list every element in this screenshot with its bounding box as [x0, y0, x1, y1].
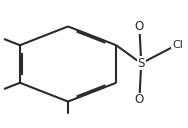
Text: O: O: [135, 93, 144, 106]
Text: S: S: [138, 57, 145, 70]
Text: O: O: [135, 20, 144, 33]
Text: Cl: Cl: [172, 40, 183, 50]
